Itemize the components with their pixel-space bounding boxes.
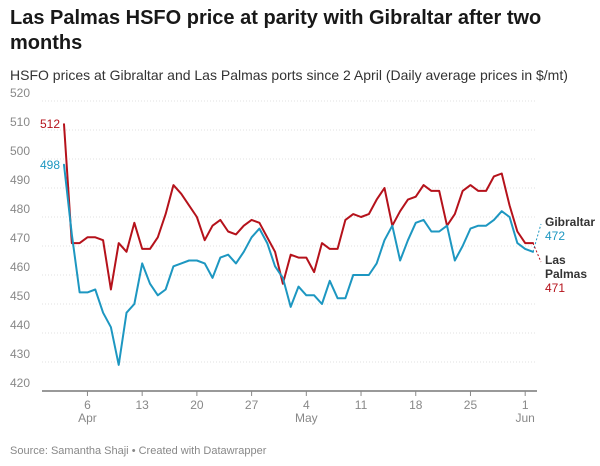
gibraltar-start-label: 498 bbox=[40, 158, 60, 172]
x-tick-label-4: 4 bbox=[303, 398, 310, 412]
las-palmas-start-label: 512 bbox=[40, 117, 60, 131]
x-tick-label-6: 18 bbox=[409, 398, 423, 412]
chart-footer: Source: Samantha Shaji • Created with Da… bbox=[10, 445, 266, 457]
chart-title: Las Palmas HSFO price at parity with Gib… bbox=[10, 7, 542, 54]
x-tick-sublabel-0: Apr bbox=[78, 411, 97, 425]
las-palmas-leader-line bbox=[532, 242, 542, 263]
series-line-las-palmas bbox=[63, 123, 534, 291]
x-tick-label-5: 11 bbox=[355, 398, 368, 412]
las-palmas-end-value: 471 bbox=[545, 281, 565, 295]
y-tick-label-450: 450 bbox=[10, 289, 30, 303]
las-palmas-end-name-line2: Palmas bbox=[545, 267, 587, 281]
x-tick-label-2: 20 bbox=[190, 398, 204, 412]
x-tick-label-1: 13 bbox=[135, 398, 149, 412]
y-tick-label-500: 500 bbox=[10, 144, 30, 158]
x-tick-label-7: 25 bbox=[464, 398, 478, 412]
y-tick-label-520: 520 bbox=[10, 86, 30, 100]
x-tick-label-3: 27 bbox=[245, 398, 259, 412]
series-line-gibraltar bbox=[63, 163, 534, 366]
x-tick-label-0: 6 bbox=[84, 398, 91, 412]
footer-separator: • bbox=[128, 445, 139, 457]
source-note: Source: Samantha Shaji bbox=[10, 445, 129, 457]
series-layer bbox=[63, 123, 534, 366]
y-tick-label-440: 440 bbox=[10, 318, 30, 332]
credit-note: Created with Datawrapper bbox=[138, 445, 267, 457]
grid-layer: 420 430 440 450 460 470 480 490 500 510 520 bbox=[10, 86, 537, 392]
y-tick-label-510: 510 bbox=[10, 115, 30, 129]
las-palmas-end-name-line1: Las bbox=[545, 253, 566, 267]
y-tick-label-460: 460 bbox=[10, 260, 30, 274]
y-tick-label-420: 420 bbox=[10, 376, 30, 390]
x-tick-label-8: 1 bbox=[522, 398, 529, 412]
gibraltar-leader-line bbox=[532, 223, 542, 252]
x-tick-sublabel-8: Jun bbox=[516, 411, 535, 425]
chart-subtitle: HSFO prices at Gibraltar and Las Palmas … bbox=[10, 67, 568, 83]
x-tick-sublabel-4: May bbox=[295, 411, 318, 425]
y-tick-label-470: 470 bbox=[10, 231, 30, 245]
gibraltar-end-name: Gibraltar bbox=[545, 215, 595, 229]
y-tick-label-430: 430 bbox=[10, 347, 30, 361]
y-tick-label-490: 490 bbox=[10, 173, 30, 187]
gibraltar-end-value: 472 bbox=[545, 229, 565, 243]
y-tick-label-480: 480 bbox=[10, 202, 30, 216]
